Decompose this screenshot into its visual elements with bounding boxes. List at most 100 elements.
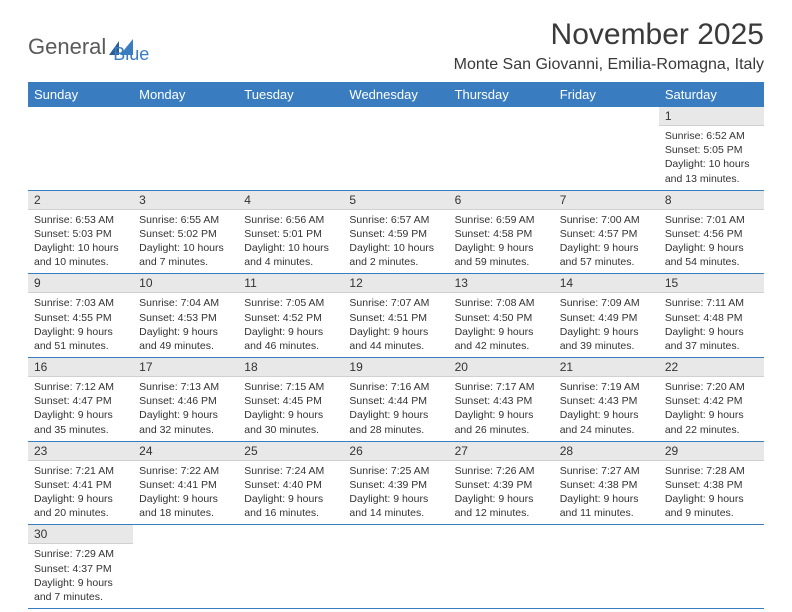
calendar-cell: 20Sunrise: 7:17 AMSunset: 4:43 PMDayligh… — [449, 358, 554, 442]
day-number: 11 — [238, 274, 343, 293]
day-details: Sunrise: 7:22 AMSunset: 4:41 PMDaylight:… — [133, 461, 238, 525]
day-details: Sunrise: 7:16 AMSunset: 4:44 PMDaylight:… — [343, 377, 448, 441]
weekday-header: Wednesday — [343, 82, 448, 107]
day-number: 21 — [554, 358, 659, 377]
day-details: Sunrise: 7:15 AMSunset: 4:45 PMDaylight:… — [238, 377, 343, 441]
day-number: 17 — [133, 358, 238, 377]
day-details: Sunrise: 7:27 AMSunset: 4:38 PMDaylight:… — [554, 461, 659, 525]
day-number: 9 — [28, 274, 133, 293]
calendar-cell — [449, 525, 554, 609]
day-number: 3 — [133, 191, 238, 210]
day-number: 30 — [28, 525, 133, 544]
calendar-body: 1Sunrise: 6:52 AMSunset: 5:05 PMDaylight… — [28, 107, 764, 609]
calendar-cell — [133, 525, 238, 609]
calendar-cell: 2Sunrise: 6:53 AMSunset: 5:03 PMDaylight… — [28, 190, 133, 274]
calendar-cell: 7Sunrise: 7:00 AMSunset: 4:57 PMDaylight… — [554, 190, 659, 274]
calendar-row: 2Sunrise: 6:53 AMSunset: 5:03 PMDaylight… — [28, 190, 764, 274]
calendar-cell: 25Sunrise: 7:24 AMSunset: 4:40 PMDayligh… — [238, 441, 343, 525]
day-details: Sunrise: 7:08 AMSunset: 4:50 PMDaylight:… — [449, 293, 554, 357]
calendar-cell: 19Sunrise: 7:16 AMSunset: 4:44 PMDayligh… — [343, 358, 448, 442]
calendar-row: 9Sunrise: 7:03 AMSunset: 4:55 PMDaylight… — [28, 274, 764, 358]
day-number: 26 — [343, 442, 448, 461]
day-details: Sunrise: 7:11 AMSunset: 4:48 PMDaylight:… — [659, 293, 764, 357]
calendar-cell: 18Sunrise: 7:15 AMSunset: 4:45 PMDayligh… — [238, 358, 343, 442]
day-details: Sunrise: 6:53 AMSunset: 5:03 PMDaylight:… — [28, 210, 133, 274]
calendar-table: Sunday Monday Tuesday Wednesday Thursday… — [28, 82, 764, 609]
day-number: 27 — [449, 442, 554, 461]
day-number: 28 — [554, 442, 659, 461]
day-details: Sunrise: 6:59 AMSunset: 4:58 PMDaylight:… — [449, 210, 554, 274]
calendar-cell: 24Sunrise: 7:22 AMSunset: 4:41 PMDayligh… — [133, 441, 238, 525]
day-details: Sunrise: 7:20 AMSunset: 4:42 PMDaylight:… — [659, 377, 764, 441]
weekday-header: Saturday — [659, 82, 764, 107]
day-details: Sunrise: 7:21 AMSunset: 4:41 PMDaylight:… — [28, 461, 133, 525]
day-details: Sunrise: 7:07 AMSunset: 4:51 PMDaylight:… — [343, 293, 448, 357]
day-details: Sunrise: 7:05 AMSunset: 4:52 PMDaylight:… — [238, 293, 343, 357]
day-details: Sunrise: 7:26 AMSunset: 4:39 PMDaylight:… — [449, 461, 554, 525]
calendar-cell: 3Sunrise: 6:55 AMSunset: 5:02 PMDaylight… — [133, 190, 238, 274]
brand-logo: General Blue — [28, 24, 149, 60]
day-details: Sunrise: 6:55 AMSunset: 5:02 PMDaylight:… — [133, 210, 238, 274]
calendar-cell — [238, 107, 343, 190]
day-details: Sunrise: 7:25 AMSunset: 4:39 PMDaylight:… — [343, 461, 448, 525]
calendar-cell: 15Sunrise: 7:11 AMSunset: 4:48 PMDayligh… — [659, 274, 764, 358]
brand-part2: Blue — [113, 44, 149, 65]
day-details: Sunrise: 6:57 AMSunset: 4:59 PMDaylight:… — [343, 210, 448, 274]
day-details: Sunrise: 7:03 AMSunset: 4:55 PMDaylight:… — [28, 293, 133, 357]
calendar-cell — [554, 107, 659, 190]
calendar-cell: 6Sunrise: 6:59 AMSunset: 4:58 PMDaylight… — [449, 190, 554, 274]
calendar-cell: 17Sunrise: 7:13 AMSunset: 4:46 PMDayligh… — [133, 358, 238, 442]
calendar-cell — [343, 107, 448, 190]
calendar-cell: 14Sunrise: 7:09 AMSunset: 4:49 PMDayligh… — [554, 274, 659, 358]
day-details: Sunrise: 7:17 AMSunset: 4:43 PMDaylight:… — [449, 377, 554, 441]
calendar-cell: 11Sunrise: 7:05 AMSunset: 4:52 PMDayligh… — [238, 274, 343, 358]
calendar-cell: 30Sunrise: 7:29 AMSunset: 4:37 PMDayligh… — [28, 525, 133, 609]
day-number: 24 — [133, 442, 238, 461]
header: General Blue November 2025 Monte San Gio… — [28, 18, 764, 74]
weekday-header: Sunday — [28, 82, 133, 107]
day-details: Sunrise: 7:24 AMSunset: 4:40 PMDaylight:… — [238, 461, 343, 525]
day-number: 6 — [449, 191, 554, 210]
day-number: 4 — [238, 191, 343, 210]
day-details: Sunrise: 7:01 AMSunset: 4:56 PMDaylight:… — [659, 210, 764, 274]
calendar-cell: 9Sunrise: 7:03 AMSunset: 4:55 PMDaylight… — [28, 274, 133, 358]
day-details: Sunrise: 7:00 AMSunset: 4:57 PMDaylight:… — [554, 210, 659, 274]
month-title: November 2025 — [454, 18, 764, 52]
calendar-cell: 1Sunrise: 6:52 AMSunset: 5:05 PMDaylight… — [659, 107, 764, 190]
calendar-cell: 12Sunrise: 7:07 AMSunset: 4:51 PMDayligh… — [343, 274, 448, 358]
weekday-header: Thursday — [449, 82, 554, 107]
location-text: Monte San Giovanni, Emilia-Romagna, Ital… — [454, 56, 764, 74]
calendar-cell: 4Sunrise: 6:56 AMSunset: 5:01 PMDaylight… — [238, 190, 343, 274]
title-block: November 2025 Monte San Giovanni, Emilia… — [454, 18, 764, 74]
calendar-cell: 29Sunrise: 7:28 AMSunset: 4:38 PMDayligh… — [659, 441, 764, 525]
calendar-row: 16Sunrise: 7:12 AMSunset: 4:47 PMDayligh… — [28, 358, 764, 442]
calendar-cell: 28Sunrise: 7:27 AMSunset: 4:38 PMDayligh… — [554, 441, 659, 525]
calendar-cell — [238, 525, 343, 609]
day-number: 14 — [554, 274, 659, 293]
day-number: 16 — [28, 358, 133, 377]
calendar-cell: 13Sunrise: 7:08 AMSunset: 4:50 PMDayligh… — [449, 274, 554, 358]
weekday-header: Monday — [133, 82, 238, 107]
day-details: Sunrise: 7:12 AMSunset: 4:47 PMDaylight:… — [28, 377, 133, 441]
day-number: 12 — [343, 274, 448, 293]
day-details: Sunrise: 7:28 AMSunset: 4:38 PMDaylight:… — [659, 461, 764, 525]
calendar-cell: 21Sunrise: 7:19 AMSunset: 4:43 PMDayligh… — [554, 358, 659, 442]
calendar-cell: 16Sunrise: 7:12 AMSunset: 4:47 PMDayligh… — [28, 358, 133, 442]
day-details: Sunrise: 6:56 AMSunset: 5:01 PMDaylight:… — [238, 210, 343, 274]
day-number: 1 — [659, 107, 764, 126]
day-number: 13 — [449, 274, 554, 293]
calendar-cell — [343, 525, 448, 609]
weekday-header: Friday — [554, 82, 659, 107]
calendar-row: 1Sunrise: 6:52 AMSunset: 5:05 PMDaylight… — [28, 107, 764, 190]
calendar-cell: 26Sunrise: 7:25 AMSunset: 4:39 PMDayligh… — [343, 441, 448, 525]
day-details: Sunrise: 7:29 AMSunset: 4:37 PMDaylight:… — [28, 544, 133, 608]
day-number: 7 — [554, 191, 659, 210]
calendar-cell: 22Sunrise: 7:20 AMSunset: 4:42 PMDayligh… — [659, 358, 764, 442]
weekday-header-row: Sunday Monday Tuesday Wednesday Thursday… — [28, 82, 764, 107]
calendar-cell: 23Sunrise: 7:21 AMSunset: 4:41 PMDayligh… — [28, 441, 133, 525]
calendar-cell: 5Sunrise: 6:57 AMSunset: 4:59 PMDaylight… — [343, 190, 448, 274]
day-number: 22 — [659, 358, 764, 377]
day-details: Sunrise: 7:19 AMSunset: 4:43 PMDaylight:… — [554, 377, 659, 441]
calendar-cell: 27Sunrise: 7:26 AMSunset: 4:39 PMDayligh… — [449, 441, 554, 525]
calendar-cell — [449, 107, 554, 190]
